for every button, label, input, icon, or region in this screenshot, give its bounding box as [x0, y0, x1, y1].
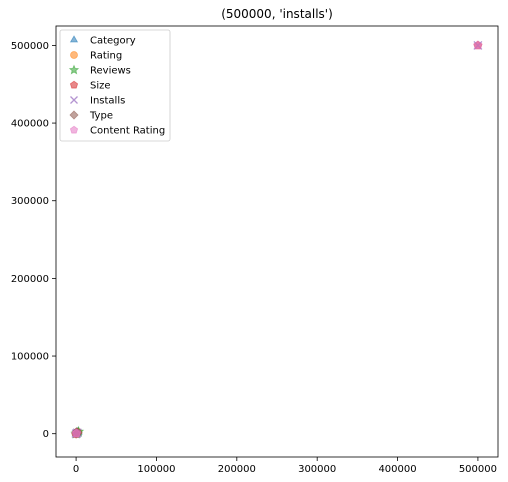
data-point-6-2: [473, 40, 483, 50]
legend-label: Reviews: [90, 66, 131, 77]
legend-marker-4: [70, 96, 78, 104]
y-tick-label: 300000: [11, 196, 49, 207]
legend-label: Size: [90, 81, 111, 92]
legend-marker-5: [69, 110, 79, 120]
legend-marker-2: [68, 64, 80, 75]
legend: Category Rating Reviews Size Installs Type Con…: [59, 29, 171, 142]
legend-marker-1: [70, 51, 78, 59]
legend-marker-0: [69, 35, 79, 43]
y-tick-label: 500000: [11, 41, 49, 52]
x-tick-label: 0: [73, 464, 79, 475]
data-point-6-1: [72, 428, 82, 437]
legend-box: [59, 29, 171, 142]
legend-label: Content Rating: [90, 126, 165, 137]
plot-area: [70, 40, 483, 439]
legend-marker-6: [69, 125, 79, 134]
x-tick-label: 400000: [378, 464, 416, 475]
legend-label: Rating: [90, 51, 122, 62]
chart-title: (500000, 'installs'): [221, 7, 333, 21]
legend-label: Type: [89, 111, 113, 122]
x-tick-label: 300000: [298, 464, 336, 475]
y-tick-label: 200000: [11, 274, 49, 285]
legend-marker-3: [69, 80, 79, 89]
x-tick-label: 200000: [218, 464, 256, 475]
axes: 0 100000 200000 300000 400000 500000 0 100000 20…: [11, 25, 499, 475]
x-tick-label: 500000: [459, 464, 497, 475]
y-tick-label: 400000: [11, 119, 49, 130]
x-tick-label: 100000: [137, 464, 175, 475]
y-tick-label: 100000: [11, 352, 49, 363]
plot-frame: [55, 25, 499, 458]
legend-label: Installs: [90, 96, 125, 107]
y-tick-label: 0: [43, 429, 49, 440]
legend-label: Category: [90, 36, 136, 47]
